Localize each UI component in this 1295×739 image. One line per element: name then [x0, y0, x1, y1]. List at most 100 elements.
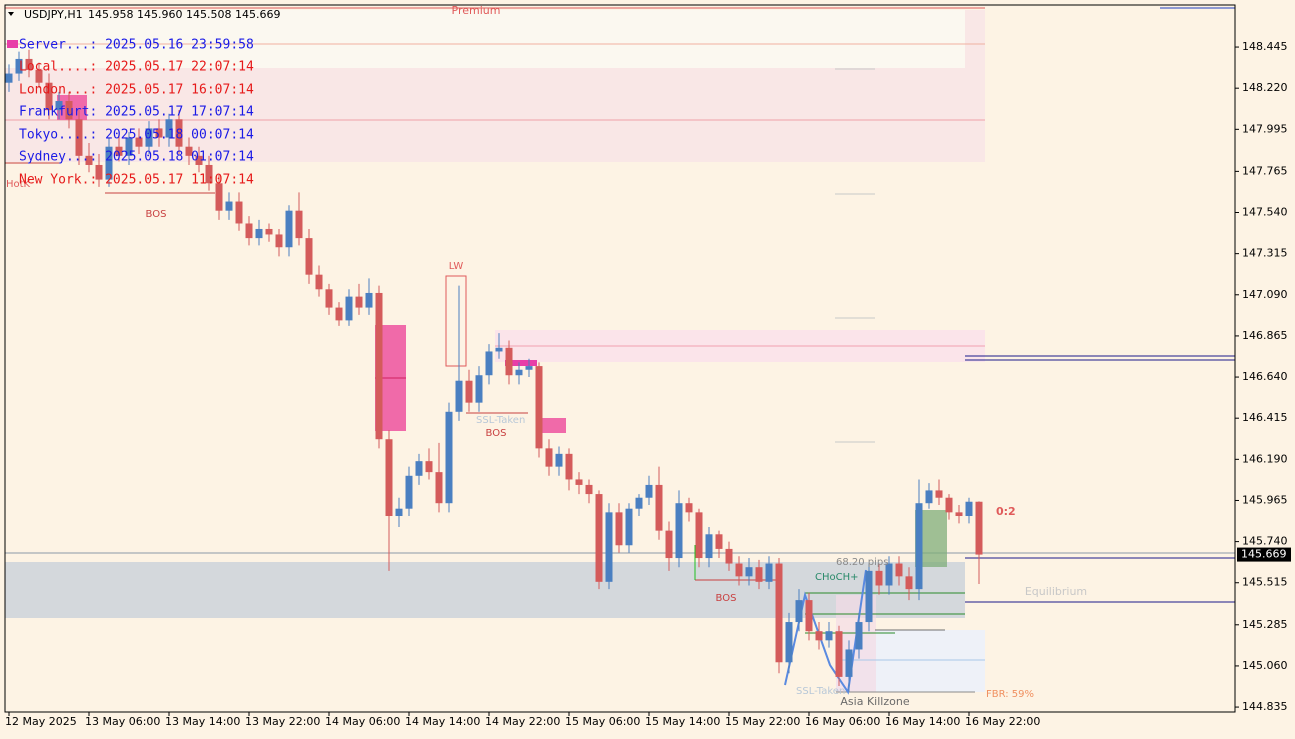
x-tick-label: 12 May 2025 — [5, 715, 77, 728]
candle-body — [845, 649, 853, 677]
candle-body — [345, 296, 353, 321]
candle-body — [765, 563, 773, 582]
hotkey-label: HotK — [6, 179, 31, 190]
candle-body — [295, 210, 303, 239]
candle-body — [855, 622, 863, 650]
candle-body — [65, 100, 73, 120]
candle-body — [745, 567, 753, 577]
order-block — [7, 40, 18, 48]
candle-body — [335, 307, 343, 321]
x-tick-label: 14 May 06:00 — [325, 715, 400, 728]
clock-line: Local....: 2025.05.17 22:07:14 — [19, 60, 254, 75]
candle-body — [195, 155, 203, 165]
axes: 148.445 148.220 147.995 147.765 147.540 147.3… — [5, 40, 1291, 728]
candle-body — [215, 183, 223, 211]
candle-body — [785, 622, 793, 663]
candle-body — [85, 155, 93, 165]
clock-line: Frankfurt: 2025.05.17 17:07:14 — [19, 105, 254, 120]
candle-body — [595, 494, 603, 582]
candle-body — [905, 576, 913, 590]
candle-body — [675, 503, 683, 559]
pips-label: 68.20 pips — [836, 557, 889, 568]
y-tick-label: 148.445 — [1242, 40, 1288, 53]
price-tag — [1237, 547, 1291, 562]
candle-body — [795, 600, 803, 623]
candle-body — [685, 503, 693, 513]
candle-body — [515, 369, 523, 376]
x-tick-label: 16 May 06:00 — [805, 715, 880, 728]
candle-body — [705, 534, 713, 559]
candle-body — [375, 292, 383, 440]
candle-body — [695, 512, 703, 559]
candle-body — [625, 508, 633, 546]
premium-zone — [5, 10, 965, 68]
candle-body — [655, 484, 663, 531]
price-tag-label: 145.669 — [1241, 548, 1287, 561]
liquidity-box — [445, 275, 467, 367]
fbr-label: FBR: 59% — [986, 689, 1034, 700]
y-tick-label: 145.965 — [1242, 493, 1288, 506]
candle-body — [475, 375, 483, 403]
candle-body — [235, 201, 243, 224]
candle-body — [935, 490, 943, 498]
candle-body — [645, 484, 653, 498]
candle-body — [225, 201, 233, 211]
candle-body — [715, 534, 723, 549]
candle-body — [465, 380, 473, 403]
candle-body — [415, 461, 423, 476]
candle-body — [455, 380, 463, 412]
y-tick-label: 148.220 — [1242, 81, 1288, 94]
candle-body — [5, 73, 13, 83]
y-tick-label: 145.740 — [1242, 535, 1288, 548]
x-tick-label: 13 May 22:00 — [245, 715, 320, 728]
candle-body — [245, 223, 253, 239]
clock-line: Tokyo....: 2025.05.18 00:07:14 — [19, 128, 254, 143]
equilibrium-label: Equilibrium — [1025, 585, 1087, 598]
candle-body — [55, 100, 63, 111]
candle-body — [615, 512, 623, 546]
candle-body — [285, 210, 293, 248]
candle-body — [25, 58, 33, 70]
candle-body — [885, 563, 893, 586]
candle-body — [975, 501, 983, 555]
order-block — [540, 418, 566, 433]
candle-body — [835, 631, 843, 677]
candle-body — [105, 146, 113, 180]
candle-body — [775, 563, 783, 663]
candle-body — [435, 472, 443, 504]
candle-body — [95, 164, 103, 180]
choch-label: CHoCH+ — [815, 572, 859, 583]
candle-body — [505, 347, 513, 376]
candle-body — [305, 238, 313, 275]
candle-body — [915, 503, 923, 590]
candle-body — [555, 453, 563, 467]
candle-body — [575, 479, 583, 485]
ssl-label: SSL-Taken — [476, 415, 525, 426]
y-tick-label: 147.090 — [1242, 288, 1288, 301]
candle-body — [495, 347, 503, 352]
x-tick-label: 16 May 22:00 — [965, 715, 1040, 728]
order-block — [505, 360, 537, 366]
candle-body — [145, 128, 153, 147]
x-tick-label: 14 May 14:00 — [405, 715, 480, 728]
candle-body — [635, 497, 643, 509]
bos-label: BOS — [486, 428, 507, 439]
candle-body — [155, 128, 163, 138]
plot-frame — [4, 4, 1236, 713]
y-tick-label: 146.415 — [1242, 411, 1288, 424]
x-tick-label: 16 May 14:00 — [885, 715, 960, 728]
candle-body — [535, 366, 543, 449]
y-tick-label: 146.865 — [1242, 329, 1288, 342]
candles — [5, 49, 983, 692]
y-tick-label: 145.060 — [1242, 659, 1288, 672]
candle-body — [365, 292, 373, 308]
candle-body — [325, 289, 333, 308]
menu-arrow[interactable] — [8, 12, 14, 16]
candle-body — [895, 563, 903, 577]
candle-body — [865, 570, 873, 623]
candle-body — [875, 570, 883, 586]
y-tick-label: 145.285 — [1242, 618, 1288, 631]
candle-body — [755, 567, 763, 582]
x-tick-label: 14 May 22:00 — [485, 715, 560, 728]
